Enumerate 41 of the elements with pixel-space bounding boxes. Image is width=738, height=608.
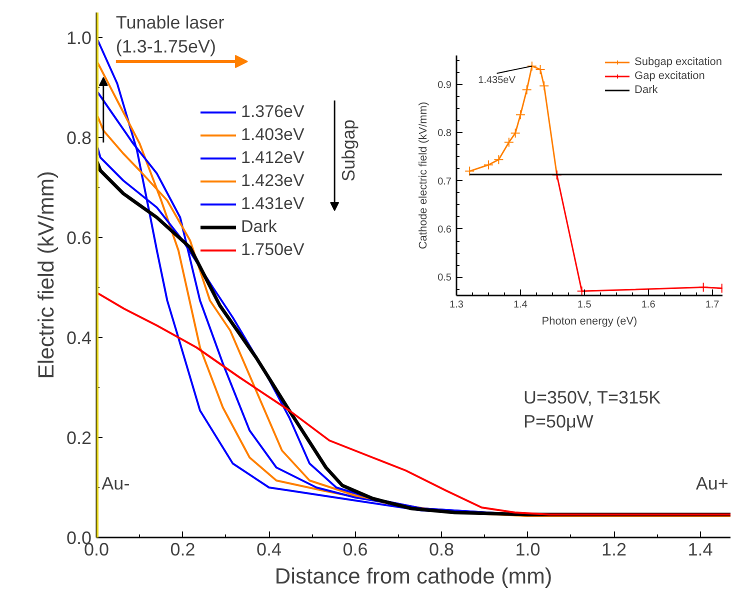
x-tick-label: 1.3: [450, 300, 464, 310]
x-tick-label: 1.6: [641, 300, 656, 310]
legend-label: 1.423eV: [241, 170, 304, 192]
x-tick-label: 1.4: [513, 300, 528, 310]
y-tick-label: 0.5: [438, 272, 452, 284]
y-tick-label: 0.6: [66, 228, 92, 248]
x-tick-label: 1.2: [602, 540, 627, 560]
y-tick-label: 0.8: [438, 128, 452, 140]
x-tick-label: 1.0: [515, 540, 540, 560]
annotation: Subgap: [338, 119, 358, 182]
legend-label: 1.403eV: [241, 124, 304, 146]
y-tick-label: 0.2: [66, 428, 92, 448]
annotation: 1.435eV: [478, 74, 516, 86]
legend-label: 1.412eV: [241, 146, 304, 168]
y-axis-title: Electric field (kV/mm): [33, 171, 58, 379]
y-tick-label: 0.6: [438, 224, 452, 236]
y-tick-label: 0.9: [438, 80, 452, 91]
y-tick-label: 0.7: [438, 176, 452, 188]
x-tick-label: 1.5: [577, 300, 592, 310]
x-tick-label: 0.4: [256, 540, 282, 560]
annotation: U=350V, T=315K P=50μW: [523, 388, 661, 432]
legend-label: 1.431eV: [241, 192, 304, 214]
y-axis-title: Cathode electric field (kV/mm): [418, 102, 430, 250]
x-axis-title: Photon energy (eV): [542, 316, 638, 328]
y-tick-label: 1.0: [66, 28, 92, 48]
x-axis-title: Distance from cathode (mm): [274, 564, 552, 588]
legend-label: Subgap excitation: [634, 55, 722, 69]
legend-label: Dark: [241, 216, 277, 238]
legend-label: 1.376eV: [241, 100, 304, 122]
annotation: Au-: [102, 474, 130, 494]
y-tick-label: 0.8: [66, 128, 92, 148]
legend-label: Dark: [634, 83, 658, 97]
x-tick-label: 0.2: [170, 540, 196, 560]
annotation: Au+: [696, 474, 728, 494]
legend-label: 1.750eV: [241, 238, 304, 260]
x-tick-label: 1.4: [688, 540, 713, 560]
x-tick-label: 0.6: [342, 540, 368, 560]
legend-label: Gap excitation: [634, 69, 705, 83]
annotation: Tunable laser (1.3-1.75eV): [116, 12, 224, 56]
x-tick-label: 1.7: [705, 300, 720, 310]
y-tick-label: 0.4: [66, 328, 92, 348]
